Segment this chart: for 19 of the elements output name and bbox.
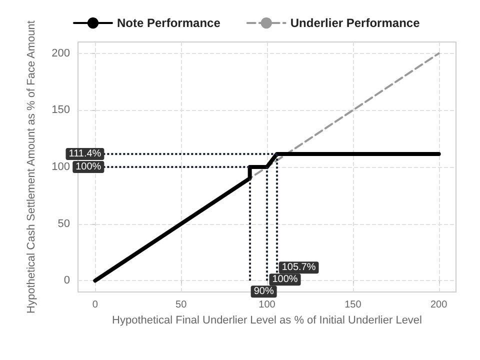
legend-label: Note Performance (117, 16, 221, 30)
ref-line-label: 105.7% (282, 262, 316, 274)
y-tick-label: 200 (52, 47, 70, 60)
ref-line-label: 111.4% (68, 148, 102, 160)
y-axis-title: Hypothetical Cash Settlement Amount as % of Face Amount (26, 20, 38, 314)
y-tick-label: 0 (64, 274, 70, 287)
ref-line-label: 100% (76, 162, 102, 172)
x-tick-label: 150 (344, 300, 362, 310)
x-tick-label: 0 (92, 300, 98, 310)
x-tick-label: 50 (176, 300, 188, 310)
y-tick-label: 100 (52, 161, 70, 173)
legend-label: Underlier Performance (290, 16, 420, 30)
x-tick-label: 200 (430, 300, 448, 310)
x-axis-title: Hypothetical Final Underlier Level as % of Initial Underlier Level (112, 314, 422, 326)
ref-line-label: 90% (254, 286, 274, 298)
y-tick-label: 50 (58, 218, 70, 230)
x-tick-label: 100 (258, 300, 276, 310)
y-tick-label: 150 (52, 104, 70, 116)
ref-line-label: 100% (272, 274, 298, 286)
